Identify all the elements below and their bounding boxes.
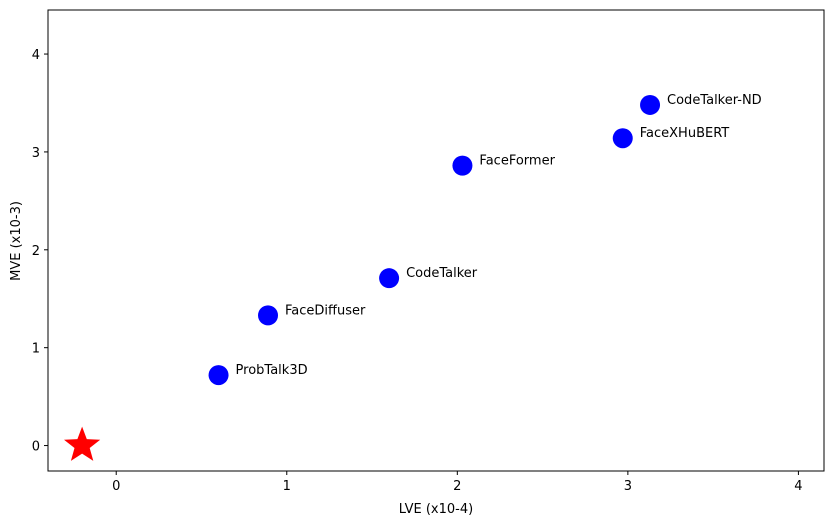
x-axis-ticks: 0 1 2 3 4 — [112, 471, 803, 494]
y-axis-label: MVE (x10-3) — [9, 201, 24, 281]
y-axis-ticks: 0 1 2 3 4 — [32, 48, 48, 455]
x-tick-label: 3 — [624, 479, 632, 494]
x-tick-label: 2 — [453, 479, 461, 494]
data-point-label: ProbTalk3D — [236, 363, 308, 378]
data-point — [452, 155, 473, 176]
data-point — [208, 365, 229, 386]
reference-star-marker — [64, 426, 101, 461]
x-axis-label: LVE (x10-4) — [399, 502, 473, 517]
data-point-label: FaceDiffuser — [285, 303, 366, 318]
x-tick-label: 4 — [794, 479, 802, 494]
data-point — [640, 94, 661, 115]
data-point-label: FaceXHuBERT — [640, 126, 730, 141]
y-tick-label: 0 — [32, 440, 40, 455]
data-marks: ProbTalk3D FaceDiffuser CodeTalker FaceForm… — [64, 93, 762, 461]
y-tick-label: 1 — [32, 342, 40, 357]
x-tick-label: 0 — [112, 479, 120, 494]
plot-area-frame — [47, 9, 825, 472]
x-tick-label: 1 — [283, 479, 291, 494]
data-point — [258, 305, 279, 326]
y-tick-label: 4 — [32, 48, 40, 63]
y-tick-label: 3 — [32, 146, 40, 161]
data-point-label: FaceFormer — [479, 154, 555, 169]
data-point — [379, 268, 400, 289]
data-point — [612, 128, 633, 149]
data-point-label: CodeTalker-ND — [667, 93, 762, 108]
y-tick-label: 2 — [32, 244, 40, 259]
data-point-label: CodeTalker — [406, 266, 478, 281]
